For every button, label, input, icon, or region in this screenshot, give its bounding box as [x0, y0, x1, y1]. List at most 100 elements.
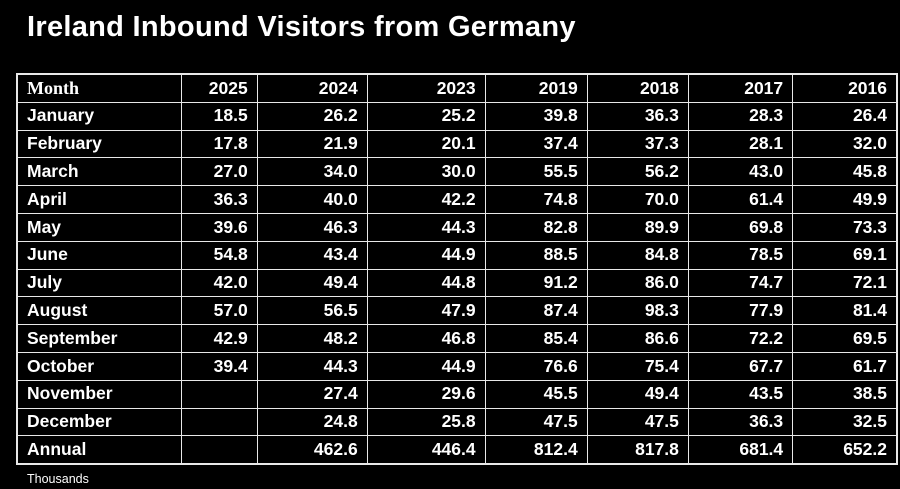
value-cell: 86.6	[586, 324, 689, 353]
value-cell: 44.9	[366, 240, 486, 270]
month-cell: July	[16, 268, 183, 298]
month-cell: Annual	[16, 435, 183, 465]
value-cell: 446.4	[366, 435, 486, 465]
value-cell: 36.3	[586, 101, 689, 131]
value-cell: 69.8	[687, 212, 794, 242]
value-cell: 72.1	[792, 268, 898, 298]
table-row: August 57.0 56.5 47.9 87.4 98.3 77.9 81.4	[16, 296, 898, 326]
value-cell: 82.8	[484, 212, 588, 242]
value-cell: 49.4	[586, 379, 689, 409]
month-cell: April	[16, 185, 183, 214]
table-row: October 39.4 44.3 44.9 76.6 75.4 67.7 61.7	[16, 351, 898, 381]
value-cell: 812.4	[484, 435, 588, 465]
value-cell: 84.8	[586, 240, 689, 270]
value-cell: 57.0	[181, 296, 258, 326]
value-cell: 39.8	[484, 101, 588, 131]
value-cell: 55.5	[484, 157, 588, 187]
value-cell: 39.4	[181, 351, 258, 381]
value-cell: 47.9	[366, 296, 486, 326]
table-row: November 27.4 29.6 45.5 49.4 43.5 38.5	[16, 379, 898, 409]
year-column-header: 2023	[366, 73, 486, 103]
value-cell: 47.5	[484, 407, 588, 437]
value-cell: 39.6	[181, 212, 258, 242]
value-cell: 40.0	[256, 185, 368, 214]
value-cell: 77.9	[687, 296, 794, 326]
value-cell: 43.5	[687, 379, 794, 409]
month-cell: February	[16, 129, 183, 159]
value-cell: 17.8	[181, 129, 258, 159]
table-row: April 36.3 40.0 42.2 74.8 70.0 61.4 49.9	[16, 185, 898, 214]
header-row: Month 2025 2024 2023 2019 2018 2017 2016	[16, 73, 898, 103]
table-row: March 27.0 34.0 30.0 55.5 56.2 43.0 45.8	[16, 157, 898, 187]
value-cell: 54.8	[181, 240, 258, 270]
value-cell: 21.9	[256, 129, 368, 159]
value-cell: 69.1	[792, 240, 898, 270]
value-cell: 817.8	[586, 435, 689, 465]
value-cell: 25.2	[366, 101, 486, 131]
value-cell: 26.4	[792, 101, 898, 131]
value-cell: 32.0	[792, 129, 898, 159]
month-column-header: Month	[16, 73, 183, 103]
value-cell: 76.6	[484, 351, 588, 381]
value-cell: 61.4	[687, 185, 794, 214]
value-cell: 24.8	[256, 407, 368, 437]
table-row: June 54.8 43.4 44.9 88.5 84.8 78.5 69.1	[16, 240, 898, 270]
value-cell: 38.5	[792, 379, 898, 409]
table-row: February 17.8 21.9 20.1 37.4 37.3 28.1 32.0	[16, 129, 898, 159]
year-column-header: 2024	[256, 73, 368, 103]
value-cell: 27.4	[256, 379, 368, 409]
value-cell: 28.3	[687, 101, 794, 131]
value-cell: 37.4	[484, 129, 588, 159]
value-cell: 26.2	[256, 101, 368, 131]
value-cell: 69.5	[792, 324, 898, 353]
value-cell: 74.8	[484, 185, 588, 214]
value-cell: 85.4	[484, 324, 588, 353]
value-cell: 36.3	[181, 185, 258, 214]
value-cell: 462.6	[256, 435, 368, 465]
table-row: December 24.8 25.8 47.5 47.5 36.3 32.5	[16, 407, 898, 437]
value-cell: 89.9	[586, 212, 689, 242]
value-cell: 70.0	[586, 185, 689, 214]
value-cell: 56.2	[586, 157, 689, 187]
value-cell: 49.9	[792, 185, 898, 214]
value-cell: 46.3	[256, 212, 368, 242]
table-row: September 42.9 48.2 46.8 85.4 86.6 72.2 69.5	[16, 324, 898, 353]
month-cell: October	[16, 351, 183, 381]
value-cell: 46.8	[366, 324, 486, 353]
table-row: May 39.6 46.3 44.3 82.8 89.9 69.8 73.3	[16, 212, 898, 242]
chart-title: Ireland Inbound Visitors from Germany	[27, 11, 576, 43]
value-cell: 45.8	[792, 157, 898, 187]
value-cell: 44.3	[256, 351, 368, 381]
value-cell: 56.5	[256, 296, 368, 326]
value-cell: 44.9	[366, 351, 486, 381]
value-cell: 29.6	[366, 379, 486, 409]
year-column-header: 2019	[484, 73, 588, 103]
value-cell: 73.3	[792, 212, 898, 242]
value-cell: 36.3	[687, 407, 794, 437]
value-cell: 75.4	[586, 351, 689, 381]
month-cell: March	[16, 157, 183, 187]
value-cell: 88.5	[484, 240, 588, 270]
value-cell: 44.8	[366, 268, 486, 298]
value-cell: 42.0	[181, 268, 258, 298]
value-cell: 45.5	[484, 379, 588, 409]
value-cell: 48.2	[256, 324, 368, 353]
year-column-header: 2016	[792, 73, 898, 103]
value-cell: 78.5	[687, 240, 794, 270]
value-cell: 74.7	[687, 268, 794, 298]
table-row: Annual 462.6 446.4 812.4 817.8 681.4 652.2	[16, 435, 898, 465]
year-column-header: 2018	[586, 73, 689, 103]
value-cell: 30.0	[366, 157, 486, 187]
table-row: July 42.0 49.4 44.8 91.2 86.0 74.7 72.1	[16, 268, 898, 298]
value-cell: 32.5	[792, 407, 898, 437]
units-note: Thousands	[27, 472, 89, 486]
value-cell: 72.2	[687, 324, 794, 353]
value-cell: 20.1	[366, 129, 486, 159]
value-cell: 37.3	[586, 129, 689, 159]
value-cell: 49.4	[256, 268, 368, 298]
value-cell: 34.0	[256, 157, 368, 187]
month-cell: November	[16, 379, 183, 409]
value-cell	[181, 379, 258, 409]
value-cell: 18.5	[181, 101, 258, 131]
year-column-header: 2025	[181, 73, 258, 103]
